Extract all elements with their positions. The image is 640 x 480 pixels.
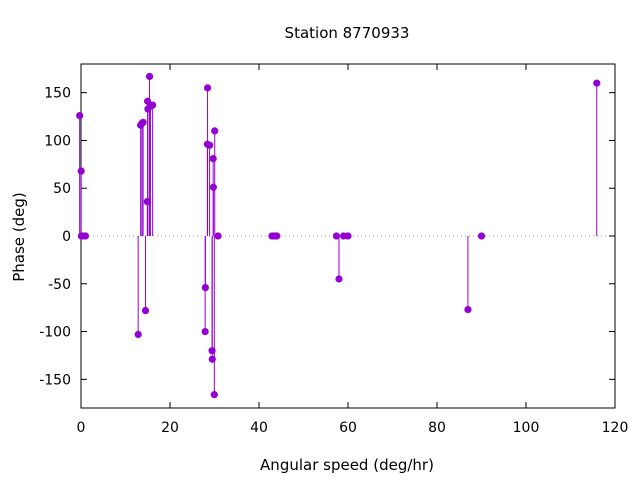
chart-title: Station 8770933 bbox=[285, 24, 410, 42]
data-point bbox=[332, 232, 341, 240]
data-point bbox=[201, 327, 209, 336]
data-point bbox=[464, 305, 472, 314]
data-point bbox=[76, 112, 84, 120]
x-tick-label: 80 bbox=[428, 420, 446, 436]
y-axis-label: Phase (deg) bbox=[10, 192, 28, 282]
data-point bbox=[77, 167, 85, 175]
y-tick-label: -100 bbox=[39, 325, 71, 341]
data-point bbox=[203, 84, 212, 92]
data-point bbox=[134, 330, 142, 339]
x-tick-label: 120 bbox=[602, 420, 629, 436]
data-point bbox=[211, 127, 219, 135]
data-point bbox=[139, 118, 147, 126]
data-point bbox=[209, 155, 217, 163]
x-tick-label: 100 bbox=[513, 420, 540, 436]
y-tick-label: 100 bbox=[44, 133, 71, 149]
y-tick-label: -50 bbox=[48, 277, 71, 293]
data-point bbox=[344, 232, 352, 240]
y-tick-label: 150 bbox=[44, 86, 71, 102]
data-point bbox=[206, 141, 214, 149]
data-point bbox=[201, 284, 209, 292]
x-axis-label: Angular speed (deg/hr) bbox=[260, 456, 434, 474]
x-tick-label: 20 bbox=[161, 420, 179, 436]
y-tick-label: -150 bbox=[39, 372, 71, 388]
data-point bbox=[209, 183, 217, 191]
y-tick-label: 50 bbox=[53, 181, 71, 197]
data-point bbox=[141, 306, 150, 315]
plot-area: 0 20 40 60 80 100 120 -150 -100 -50 0 50 100 150 bbox=[39, 63, 629, 436]
y-tick-label: 0 bbox=[62, 229, 71, 245]
x-tick-label: 40 bbox=[250, 420, 268, 436]
x-tick-label: 0 bbox=[77, 420, 86, 436]
data-point bbox=[210, 391, 218, 399]
data-point bbox=[214, 232, 222, 240]
x-tick-label: 60 bbox=[339, 420, 357, 436]
data-point bbox=[335, 275, 343, 283]
data-point bbox=[81, 232, 90, 240]
data-point bbox=[145, 72, 154, 81]
data-point bbox=[273, 232, 281, 240]
data-point bbox=[149, 101, 157, 109]
data-point bbox=[477, 232, 486, 240]
data-point bbox=[593, 79, 601, 87]
